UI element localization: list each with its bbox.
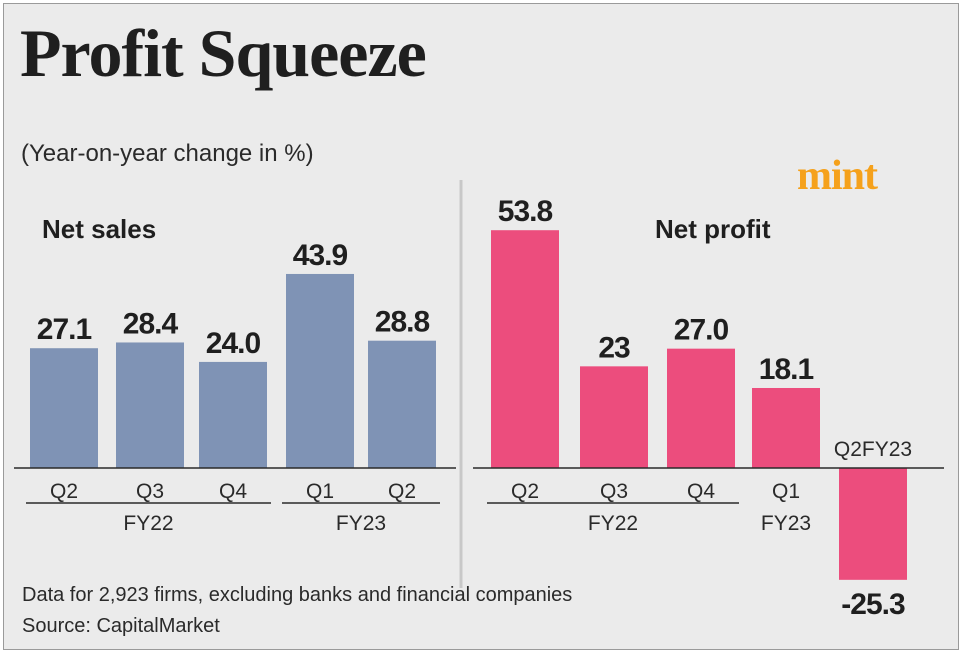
net-profit-value-label: 53.8	[498, 195, 553, 228]
net-sales-value-label: 27.1	[37, 313, 92, 346]
footnote: Data for 2,923 firms, excluding banks an…	[22, 584, 573, 606]
page-title: Profit Squeeze	[20, 15, 427, 91]
net-profit-category-label: Q3	[600, 480, 628, 503]
net-profit-category-label: Q2	[511, 480, 539, 503]
net-sales-value-label: 43.9	[293, 239, 348, 272]
net-profit-group-label: FY22	[588, 512, 638, 535]
net-sales-category-label: Q2	[50, 480, 78, 503]
chart-frame: Profit Squeeze (Year-on-year change in %…	[3, 3, 959, 650]
net-profit-bar	[580, 366, 648, 468]
net-sales-category-label: Q4	[219, 480, 247, 503]
net-sales-bar	[199, 361, 267, 468]
net-sales-category-label: Q1	[306, 480, 334, 503]
net-sales-category-label: Q2	[388, 480, 416, 503]
net-profit-bar	[839, 468, 907, 580]
net-profit-value-label: 27.0	[674, 314, 729, 347]
net-profit-value-label: 23	[598, 331, 630, 364]
net-sales-panel-title: Net sales	[42, 214, 156, 244]
net-sales-value-label: 24.0	[206, 327, 261, 360]
net-sales-group-label: FY22	[123, 512, 173, 535]
chart-subtitle: (Year-on-year change in %)	[21, 140, 314, 167]
net-sales-bar	[116, 342, 184, 468]
net-profit-category-label: Q4	[687, 480, 715, 503]
net-sales-value-label: 28.4	[123, 307, 179, 340]
source-note: Source: CapitalMarket	[22, 615, 220, 637]
net-profit-panel-title: Net profit	[655, 214, 771, 244]
net-sales-category-label: Q3	[136, 480, 164, 503]
net-sales-value-label: 28.8	[375, 306, 430, 339]
net-profit-group-label: FY23	[761, 512, 811, 535]
net-profit-category-label: Q2FY23	[834, 438, 912, 461]
net-profit-category-label: Q1	[772, 480, 800, 503]
net-profit-value-label: 18.1	[759, 353, 814, 386]
net-profit-bar	[491, 230, 559, 468]
mint-logo: mint	[797, 153, 878, 199]
net-profit-bar	[667, 348, 735, 468]
net-sales-group-label: FY23	[336, 512, 386, 535]
net-sales-bar	[30, 348, 98, 468]
net-sales-bar	[286, 273, 354, 468]
net-sales-bar	[368, 340, 436, 468]
net-profit-bar	[752, 387, 820, 468]
net-profit-value-label: -25.3	[841, 588, 905, 621]
